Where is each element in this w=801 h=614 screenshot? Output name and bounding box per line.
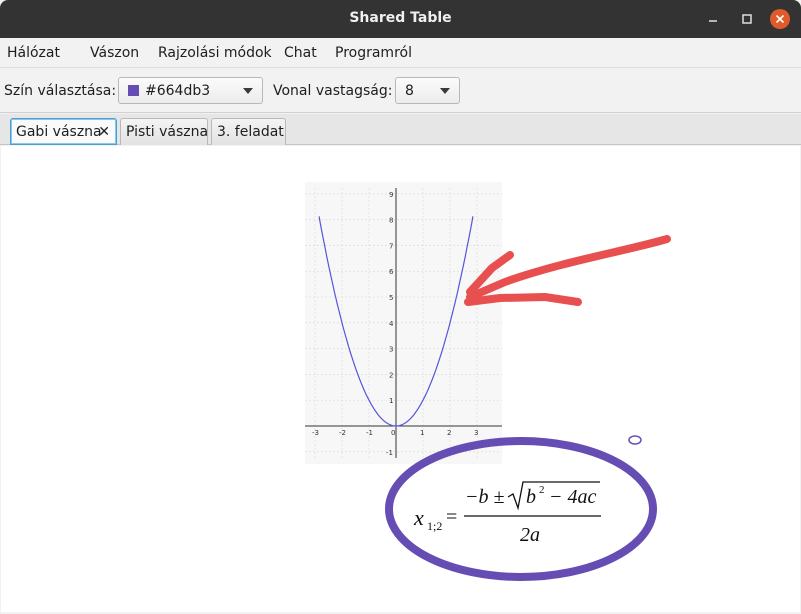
tab-label: 3. feladat (217, 124, 284, 140)
line-width-value: 8 (405, 83, 414, 99)
y-tick-label: 5 (389, 294, 393, 302)
window-title: Shared Table (349, 10, 452, 26)
y-tick-label: 6 (389, 268, 394, 276)
y-tick-label: 1 (389, 397, 393, 405)
close-icon[interactable] (770, 9, 790, 29)
color-value: #664db3 (145, 83, 211, 99)
formula-lhs: x (413, 505, 424, 530)
menu-bar: Hálózat Vászon Rajzolási módok Chat Prog… (0, 38, 801, 68)
menu-rajzolasi-modok[interactable]: Rajzolási módok (158, 45, 272, 61)
y-tick-label: 9 (389, 191, 393, 199)
window-titlebar[interactable]: Shared Table (0, 0, 801, 38)
y-tick-label: 8 (389, 217, 393, 225)
formula-radicand-base: b (526, 486, 536, 508)
line-width-label: Vonal vastagság: (273, 83, 393, 99)
small-circle-stroke (628, 435, 642, 445)
tab-pisti-vaszna[interactable]: Pisti vászna (120, 118, 208, 145)
tab-label: Pisti vászna (126, 124, 209, 140)
drawing-canvas[interactable]: -3 -2 -1 0 1 2 3 9 8 7 6 5 4 3 2 1 -1 x 1;2 = −b ± b 2 … (1, 146, 800, 612)
y-tick-label: 2 (389, 371, 393, 379)
formula-subscript: 1;2 (427, 519, 442, 533)
color-swatch (128, 85, 139, 96)
formula-radicand-rest: − 4ac (549, 486, 596, 508)
y-tick-label: -1 (386, 449, 393, 457)
red-arrow-stroke (464, 235, 671, 306)
parabola-graph-image: -3 -2 -1 0 1 2 3 9 8 7 6 5 4 3 2 1 -1 (305, 182, 502, 464)
y-tick-label: 4 (389, 320, 394, 328)
tab-gabi-vaszna[interactable]: Gabi vászna ✕ (10, 118, 117, 145)
maximize-icon[interactable] (737, 9, 757, 29)
menu-halozat[interactable]: Hálózat (7, 45, 60, 61)
y-tick-label: 7 (389, 242, 393, 250)
formula-denominator: 2a (520, 524, 540, 546)
purple-ellipse-stroke (385, 437, 657, 581)
y-tick-label: 3 (389, 346, 393, 354)
line-width-combo[interactable]: 8 (395, 77, 460, 104)
x-tick-label: -3 (312, 429, 319, 437)
x-tick-label: 2 (447, 429, 451, 437)
minimize-icon[interactable] (703, 9, 723, 29)
tab-3-feladat[interactable]: 3. feladat (211, 118, 286, 145)
x-tick-label: -1 (366, 429, 373, 437)
x-tick-label: 0 (391, 429, 395, 437)
color-picker-combo[interactable]: #664db3 (118, 77, 263, 104)
color-label: Szín választása: (4, 83, 117, 99)
formula-radicand-exp: 2 (539, 484, 545, 496)
x-tick-label: 1 (420, 429, 424, 437)
formula-numerator-pre: −b ± (465, 486, 504, 508)
toolbar: Szín választása: #664db3 Vonal vastagság… (0, 68, 801, 113)
menu-programrol[interactable]: Programról (335, 45, 412, 61)
chevron-down-icon (440, 88, 450, 94)
close-tab-icon[interactable]: ✕ (98, 124, 110, 140)
parabola-curve (318, 216, 474, 427)
menu-vaszon[interactable]: Vászon (90, 45, 140, 61)
tab-bar: Gabi vászna ✕ Pisti vászna 3. feladat (0, 114, 801, 145)
formula-equals: = (446, 506, 457, 528)
quadratic-formula-image: x 1;2 = −b ± b 2 − 4ac 2a (413, 481, 601, 546)
menu-chat[interactable]: Chat (284, 45, 317, 61)
x-tick-label: 3 (474, 429, 478, 437)
tab-label: Gabi vászna (16, 124, 102, 140)
chevron-down-icon (243, 88, 253, 94)
x-tick-label: -2 (339, 429, 346, 437)
